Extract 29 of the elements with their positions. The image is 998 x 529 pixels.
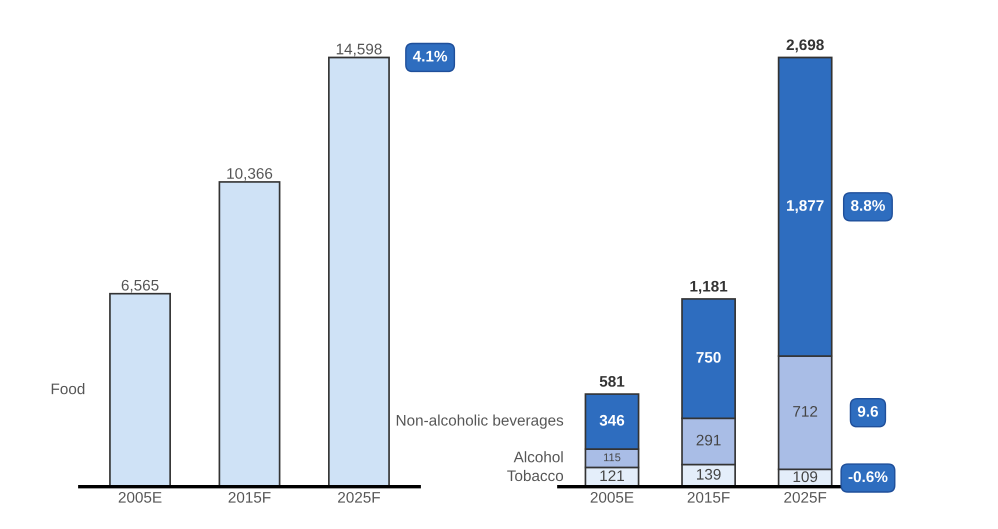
series-label: Tobacco <box>507 470 564 482</box>
x-tick-label: 2005E <box>590 492 634 503</box>
data-label: 750 <box>696 352 721 363</box>
data-label: 121 <box>600 470 624 482</box>
x-tick-label: 2015F <box>688 492 730 503</box>
data-label: 346 <box>600 414 624 426</box>
data-label: 115 <box>604 454 620 462</box>
data-label: 291 <box>696 434 721 446</box>
x-tick-label: 2015F <box>228 492 271 503</box>
annotation: -0.6% <box>848 471 888 482</box>
series-label: Food <box>52 383 84 394</box>
x-tick-label: 2025F <box>338 492 380 503</box>
data-label: 10,366 <box>227 168 272 181</box>
data-label: 6,565 <box>122 280 159 292</box>
series-label: Alcohol <box>514 451 563 462</box>
data-label: 712 <box>793 406 818 417</box>
annotation: 9.6 <box>858 406 878 417</box>
series-label: Non-alcoholic beverages <box>396 414 564 429</box>
total-label: 1,181 <box>690 280 728 294</box>
total-label: 2,698 <box>786 39 824 52</box>
data-label: 109 <box>794 471 818 482</box>
data-label: 139 <box>697 468 721 480</box>
total-label: 581 <box>600 376 624 387</box>
data-label: 14,598 <box>336 44 382 56</box>
x-tick-label: 2005E <box>118 492 162 503</box>
data-label: 1,877 <box>787 200 824 214</box>
x-tick-label: 2025F <box>784 492 826 503</box>
annotation: 8.8% <box>851 200 885 211</box>
annotation: 4.1% <box>412 50 448 62</box>
